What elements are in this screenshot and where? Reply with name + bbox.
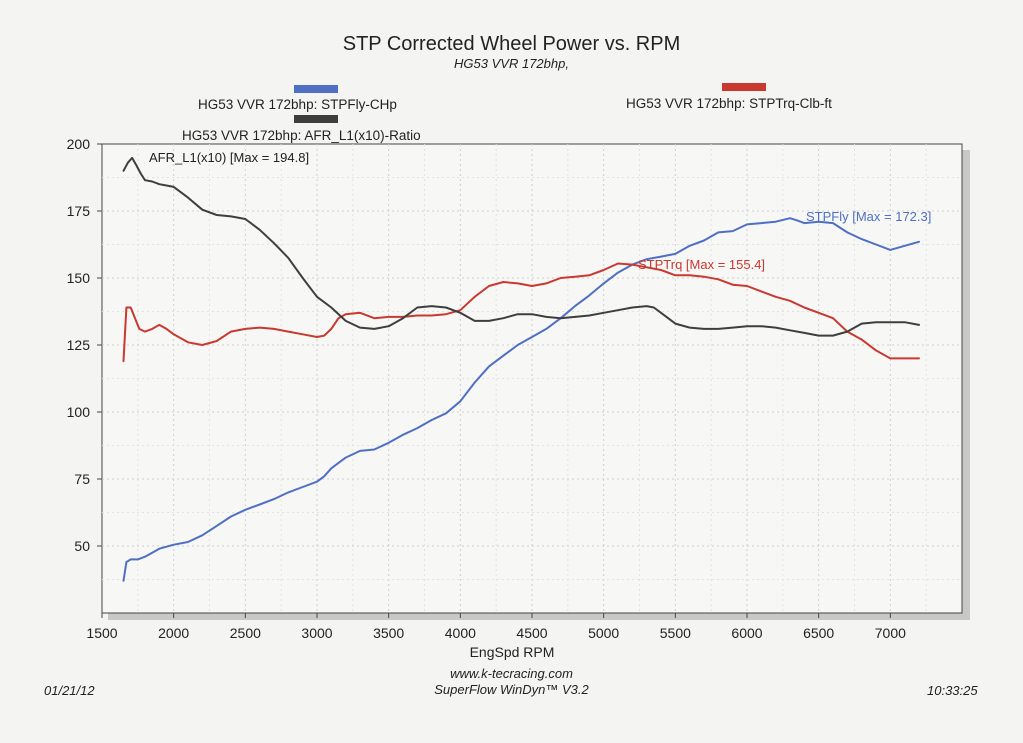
legend-label-power: HG53 VVR 172bhp: STPFly-CHp (198, 97, 397, 112)
annotation-power: STPFly [Max = 172.3] (806, 209, 931, 224)
legend-swatch-torque (722, 83, 766, 91)
y-tick-label: 75 (74, 471, 90, 487)
series-line-power (122, 217, 920, 582)
x-tick-label: 5000 (588, 625, 619, 641)
y-tick-label: 100 (67, 404, 91, 420)
legend-swatch-afr (294, 115, 338, 123)
footer-software: SuperFlow WinDyn™ V3.2 (434, 682, 589, 697)
x-tick-label: 3500 (373, 625, 404, 641)
y-axis-ticks: 50 75 100 125 150 175 200 (67, 136, 102, 554)
footer-website: www.k-tecracing.com (450, 666, 573, 681)
chart-title: STP Corrected Wheel Power vs. RPM (342, 33, 681, 55)
series-lines (122, 156, 920, 582)
x-tick-label: 3000 (301, 625, 332, 641)
annotation-torque: STPTrq [Max = 155.4] (638, 257, 765, 272)
series-line-afr (122, 156, 920, 337)
series-line-torque (122, 262, 920, 363)
grid-lines (102, 144, 962, 613)
series-annotations: AFR_L1(x10) [Max = 194.8] STPFly [Max = 1… (149, 150, 931, 272)
annotation-afr: AFR_L1(x10) [Max = 194.8] (149, 150, 309, 165)
legend-label-afr: HG53 VVR 172bhp: AFR_L1(x10)-Ratio (182, 128, 421, 143)
x-tick-label: 4500 (516, 625, 547, 641)
x-tick-label: 2000 (158, 625, 189, 641)
x-tick-label: 6500 (803, 625, 834, 641)
chart-subtitle: HG53 VVR 172bhp, (454, 56, 569, 71)
y-tick-label: 175 (67, 203, 91, 219)
x-axis-ticks: 1500 2000 2500 3000 3500 4000 4500 5000 5500 6000… (86, 613, 906, 641)
x-tick-label: 6000 (731, 625, 762, 641)
legend-label-torque: HG53 VVR 172bhp: STPTrq-Clb-ft (626, 96, 832, 111)
footer-time: 10:33:25 (927, 683, 978, 698)
x-tick-label: 2500 (230, 625, 261, 641)
x-axis-label: EngSpd RPM (470, 644, 555, 660)
x-tick-label: 5500 (660, 625, 691, 641)
y-tick-label: 125 (67, 337, 91, 353)
x-tick-label: 7000 (875, 625, 906, 641)
footer-date: 01/21/12 (44, 683, 95, 698)
legend-swatch-power (294, 85, 338, 93)
y-tick-label: 200 (67, 136, 91, 152)
x-tick-label: 1500 (86, 625, 117, 641)
y-tick-label: 50 (74, 538, 90, 554)
x-tick-label: 4000 (445, 625, 476, 641)
y-tick-label: 150 (67, 270, 91, 286)
